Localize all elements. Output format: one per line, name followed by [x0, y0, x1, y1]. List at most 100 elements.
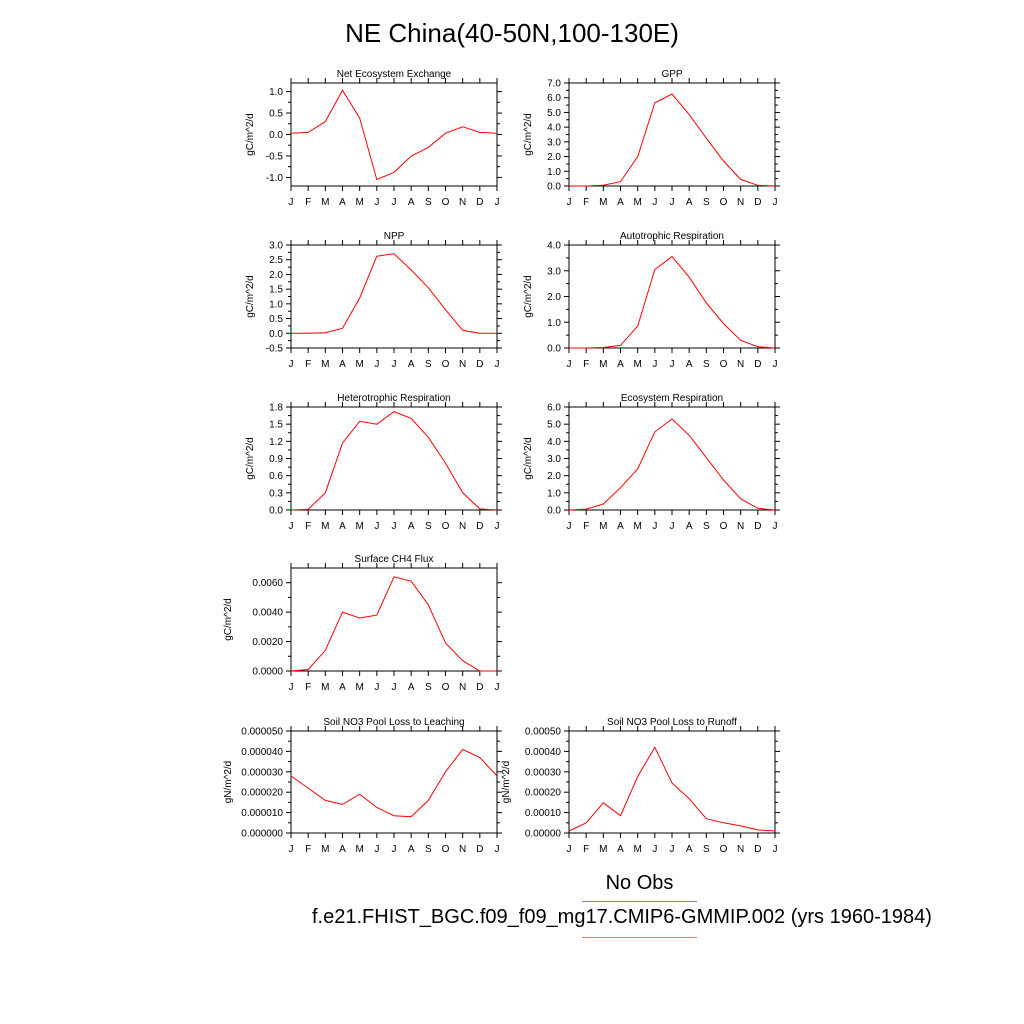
x-tick-label: M: [599, 197, 607, 208]
y-tick-label: 0.00030: [525, 767, 562, 778]
x-tick-label: A: [686, 197, 693, 208]
plot-frame: [290, 82, 498, 187]
chart-title: GPP: [661, 69, 682, 80]
x-tick-label: J: [670, 521, 675, 532]
y-tick-label: 5.0: [547, 108, 561, 119]
y-tick-label: 1.5: [269, 285, 283, 296]
y-tick-label: 3.0: [547, 137, 561, 148]
chart-title: NPP: [384, 231, 405, 242]
x-tick-label: N: [459, 682, 466, 693]
x-tick-label: J: [495, 844, 500, 855]
y-tick-label: 6.0: [547, 93, 561, 104]
x-tick-label: D: [476, 521, 483, 532]
x-tick-label: A: [617, 844, 624, 855]
x-tick-label: A: [408, 521, 415, 532]
x-tick-label: M: [633, 359, 641, 370]
x-tick-label: J: [289, 844, 294, 855]
y-axis-label: gN/m^2/d: [223, 761, 234, 804]
x-tick-label: N: [737, 521, 744, 532]
series-line: [290, 89, 498, 181]
y-tick-label: 0.0: [547, 506, 561, 517]
y-axis-label: gC/m^2/d: [245, 275, 256, 318]
x-tick-label: M: [321, 844, 329, 855]
x-tick-label: D: [754, 197, 761, 208]
x-tick-label: M: [633, 521, 641, 532]
y-tick-label: 1.5: [269, 420, 283, 431]
chart-title: Heterotrophic Respiration: [337, 393, 450, 404]
x-tick-label: A: [408, 197, 415, 208]
x-tick-label: S: [425, 682, 432, 693]
chart-title: Net Ecosystem Exchange: [337, 69, 452, 80]
x-tick-label: A: [339, 359, 346, 370]
x-tick-label: O: [720, 197, 728, 208]
x-tick-label: J: [289, 359, 294, 370]
x-tick-label: J: [567, 359, 572, 370]
y-tick-label: 0.0040: [252, 608, 283, 619]
y-tick-label: 0.00040: [525, 747, 562, 758]
y-tick-label: 0.0000: [252, 667, 283, 678]
x-tick-label: F: [583, 359, 589, 370]
x-tick-label: A: [408, 359, 415, 370]
series-line: [569, 255, 776, 349]
series-line: [290, 748, 498, 818]
y-tick-label: 5.0: [547, 420, 561, 431]
x-tick-label: F: [305, 682, 311, 693]
chart-title: Autotrophic Respiration: [620, 231, 724, 242]
plot-frame: [568, 244, 776, 349]
y-tick-label: 2.0: [547, 471, 561, 482]
x-tick-label: A: [339, 521, 346, 532]
x-tick-label: M: [633, 844, 641, 855]
y-tick-label: 0.5: [269, 109, 283, 120]
y-tick-label: 6.0: [547, 403, 561, 414]
x-tick-label: J: [392, 844, 397, 855]
y-tick-label: 2.0: [269, 270, 283, 281]
x-tick-label: O: [442, 682, 450, 693]
chart-panel-5: Ecosystem Respiration gC/m^2/d 0.0 1.0 2.0 3.…: [523, 393, 780, 532]
x-tick-label: J: [670, 844, 675, 855]
x-tick-label: N: [737, 844, 744, 855]
y-tick-label: 4.0: [547, 123, 561, 134]
plot-frame: [568, 406, 776, 511]
legend-obs-label: No Obs: [605, 872, 674, 894]
x-tick-label: O: [720, 844, 728, 855]
x-tick-label: O: [442, 197, 450, 208]
x-tick-label: J: [392, 682, 397, 693]
x-tick-label: M: [633, 197, 641, 208]
x-tick-label: M: [599, 521, 607, 532]
x-tick-label: J: [289, 197, 294, 208]
x-tick-label: A: [617, 521, 624, 532]
y-tick-label: 1.0: [547, 167, 561, 178]
x-tick-label: M: [355, 197, 363, 208]
x-tick-label: J: [567, 197, 572, 208]
y-tick-label: 3.0: [269, 241, 283, 252]
y-axis-label: gC/m^2/d: [245, 437, 256, 480]
x-tick-label: M: [321, 521, 329, 532]
y-tick-label: 0.0: [547, 344, 561, 355]
x-tick-label: M: [355, 359, 363, 370]
x-tick-label: J: [495, 359, 500, 370]
x-tick-label: M: [599, 359, 607, 370]
x-tick-label: A: [686, 521, 693, 532]
series-line: [290, 576, 497, 672]
x-tick-label: D: [754, 359, 761, 370]
x-tick-label: S: [425, 197, 432, 208]
y-tick-label: 0.000000: [241, 829, 283, 840]
y-tick-label: 1.8: [269, 403, 283, 414]
y-tick-label: 0.000030: [241, 767, 283, 778]
x-tick-label: S: [425, 359, 432, 370]
x-tick-label: J: [374, 197, 379, 208]
y-tick-label: 1.0: [269, 299, 283, 310]
x-tick-label: M: [321, 682, 329, 693]
x-tick-label: J: [374, 844, 379, 855]
x-tick-label: M: [355, 521, 363, 532]
x-tick-label: D: [476, 359, 483, 370]
chart-title: Surface CH4 Flux: [355, 554, 434, 565]
chart-panel-6: Surface CH4 Flux gC/m^2/d 0.0000 0.0020 0.00…: [223, 554, 502, 693]
x-tick-label: J: [773, 521, 778, 532]
series-line: [290, 411, 498, 511]
x-tick-label: N: [459, 359, 466, 370]
x-tick-label: M: [321, 197, 329, 208]
y-tick-label: 0.00020: [525, 788, 562, 799]
y-axis-label: gN/m^2/d: [501, 761, 512, 804]
